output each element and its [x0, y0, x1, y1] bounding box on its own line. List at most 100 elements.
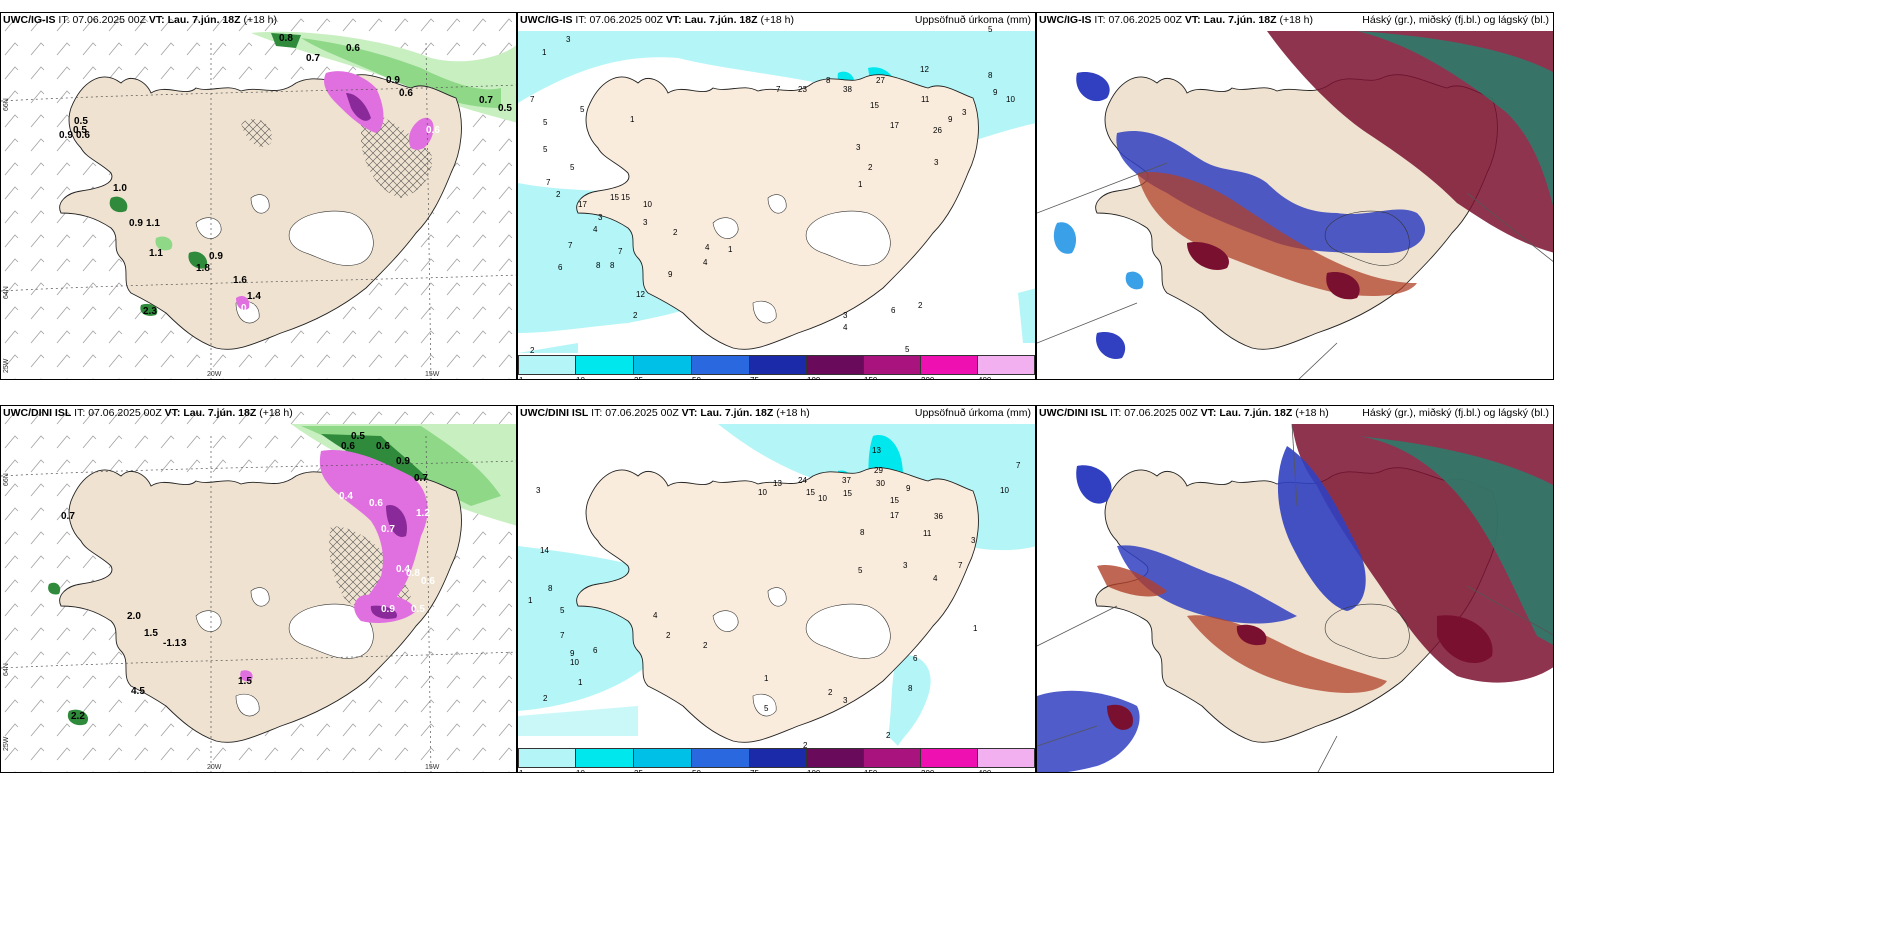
panel-precip-dini: UWC/DINI ISL IT: 07.06.2025 00Z VT: Lau.…: [517, 405, 1036, 773]
precip-value: 5: [905, 345, 910, 354]
precip-label: 0.5: [73, 125, 87, 136]
precip-value: 17: [890, 121, 899, 130]
precip-value: 3: [856, 143, 861, 152]
colorbar-swatch: [692, 748, 750, 768]
colorbar-tick: 1: [519, 769, 523, 772]
precip-label: 1.6: [233, 275, 247, 286]
panel-right-title: Háský (gr.), miðský (fj.bl.) og lágský (…: [1362, 14, 1549, 26]
precip-label: 0.7: [479, 95, 493, 106]
precip-label: 0.8: [241, 303, 255, 314]
precip-value: 15: [610, 193, 619, 202]
precip-label: 0.6: [399, 88, 413, 99]
precip-label: 2.2: [71, 711, 85, 722]
precip-label: 0.6: [76, 130, 90, 141]
precip-colorbar: 1 10 25 50 75 100 150 200 400: [518, 748, 1035, 772]
precip-value: 3: [843, 696, 848, 705]
precip-label: 0.6: [369, 498, 383, 509]
precip-value: 6: [593, 646, 598, 655]
precip-value: 23: [798, 85, 807, 94]
precip-value: 3: [598, 213, 603, 222]
precip-value: 4: [703, 258, 708, 267]
precip-value: 1: [542, 48, 547, 57]
precip-value: 5: [580, 105, 585, 114]
precip-label: 0.4: [396, 564, 410, 575]
precip-value: 2: [530, 346, 535, 355]
precip-value: 2: [556, 190, 561, 199]
precip-value: 6: [891, 306, 896, 315]
colorbar-tick: 10: [576, 769, 585, 772]
precip-value: 2: [886, 731, 891, 740]
colorbar-frame: [518, 748, 1035, 768]
lat-label-64n: 64N: [3, 286, 10, 299]
precip-label: 1.2: [416, 508, 430, 519]
map-cloud-cover: [1037, 423, 1553, 772]
precip-value: 2: [673, 228, 678, 237]
precip-value: 2: [868, 163, 873, 172]
lon-label-20w: 20W: [207, 371, 222, 378]
precip-value: 2: [543, 694, 548, 703]
precip-label: 0.9: [381, 604, 395, 615]
precip-value: 10: [758, 488, 767, 497]
precip-label: 1.0: [113, 183, 127, 194]
precip-value: 7: [560, 631, 565, 640]
precip-value: 11: [921, 95, 930, 104]
precip-value: 6: [558, 263, 563, 272]
map-accumulated-precip: [518, 424, 1035, 746]
colorbar-swatch: [634, 355, 692, 375]
precip-value: 8: [548, 584, 553, 593]
lat-label-66n: 66N: [3, 473, 10, 486]
colorbar-swatch: [864, 748, 921, 768]
precip-value: 6: [913, 654, 918, 663]
precip-value: 1: [578, 678, 583, 687]
colorbar-tick: 150: [864, 769, 877, 772]
precip-value: 36: [934, 512, 943, 521]
colorbar-swatch: [807, 748, 864, 768]
colorbar-swatch: [576, 748, 634, 768]
colorbar-swatch: [518, 748, 576, 768]
precip-value: 7: [1016, 461, 1021, 470]
precip-value: 15: [890, 496, 899, 505]
precip-value: 9: [948, 115, 953, 124]
precip-value: 12: [920, 65, 929, 74]
precip-value: 9: [668, 270, 673, 279]
precip-value: 5: [858, 566, 863, 575]
precip-value: 3: [934, 158, 939, 167]
precip-value: 9: [906, 484, 911, 493]
precip-value: 1: [764, 674, 769, 683]
precip-label: 0.9: [209, 251, 223, 262]
precip-value: 4: [653, 611, 658, 620]
map-accumulated-precip: [518, 31, 1035, 353]
precip-value: 8: [908, 684, 913, 693]
precip-label: 0.5: [351, 431, 365, 442]
precip-value: 3: [843, 311, 848, 320]
panel-title: UWC/IG-IS IT: 07.06.2025 00Z VT: Lau. 7.…: [520, 14, 795, 26]
precip-value: 13: [773, 479, 782, 488]
colorbar-swatch: [921, 748, 978, 768]
colorbar-swatch: [692, 355, 750, 375]
precip-value: 4: [933, 574, 938, 583]
colorbar-tick: 100: [807, 376, 820, 379]
map-cloud-cover: [1037, 31, 1553, 379]
precip-value: 3: [903, 561, 908, 570]
colorbar-tick: 400: [978, 376, 991, 379]
panel-clouds-igis: UWC/IG-IS IT: 07.06.2025 00Z VT: Lau. 7.…: [1036, 12, 1554, 380]
precip-value: 4: [593, 225, 598, 234]
map-wind-precip: [1, 406, 516, 772]
panel-clouds-dini: UWC/DINI ISL IT: 07.06.2025 00Z VT: Lau.…: [1036, 405, 1554, 773]
precip-label: 1.1: [146, 218, 160, 229]
precip-label: 0.7: [381, 524, 395, 535]
precip-colorbar: 1 10 25 50 75 100 150 200 400: [518, 355, 1035, 379]
precip-value: 15: [806, 488, 815, 497]
precip-label: 0.9: [386, 75, 400, 86]
precip-value: 5: [988, 25, 993, 34]
colorbar-tick: 25: [634, 769, 643, 772]
precip-value: 8: [826, 76, 831, 85]
precip-label: 1.1: [149, 248, 163, 259]
precip-value: 10: [643, 200, 652, 209]
precip-value: 7: [618, 247, 623, 256]
panel-title: UWC/DINI ISL IT: 07.06.2025 00Z VT: Lau.…: [1039, 407, 1329, 419]
precip-value: 26: [933, 126, 942, 135]
precip-label: 0.5: [498, 103, 512, 114]
precip-label: 0.8: [406, 568, 420, 579]
precip-value: 1: [630, 115, 635, 124]
